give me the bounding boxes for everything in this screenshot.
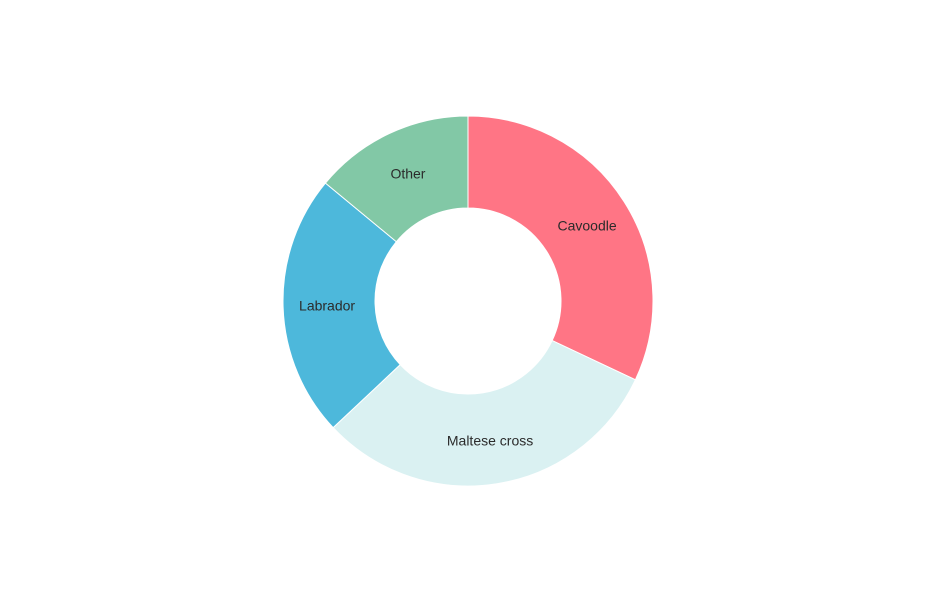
slice-maltese-cross[interactable] (332, 339, 637, 487)
slices-group (282, 115, 654, 487)
slice-label-labrador: Labrador (299, 297, 355, 313)
slice-labrador[interactable] (282, 182, 401, 429)
slice-other[interactable] (324, 115, 469, 243)
slice-label-cavoodle: Cavoodle (557, 217, 616, 233)
slice-label-other: Other (390, 165, 425, 181)
slice-label-maltese-cross: Maltese cross (447, 432, 533, 448)
slice-cavoodle[interactable] (467, 115, 654, 381)
labels-group: Cavoodle Maltese cross Labrador Other (299, 165, 617, 448)
